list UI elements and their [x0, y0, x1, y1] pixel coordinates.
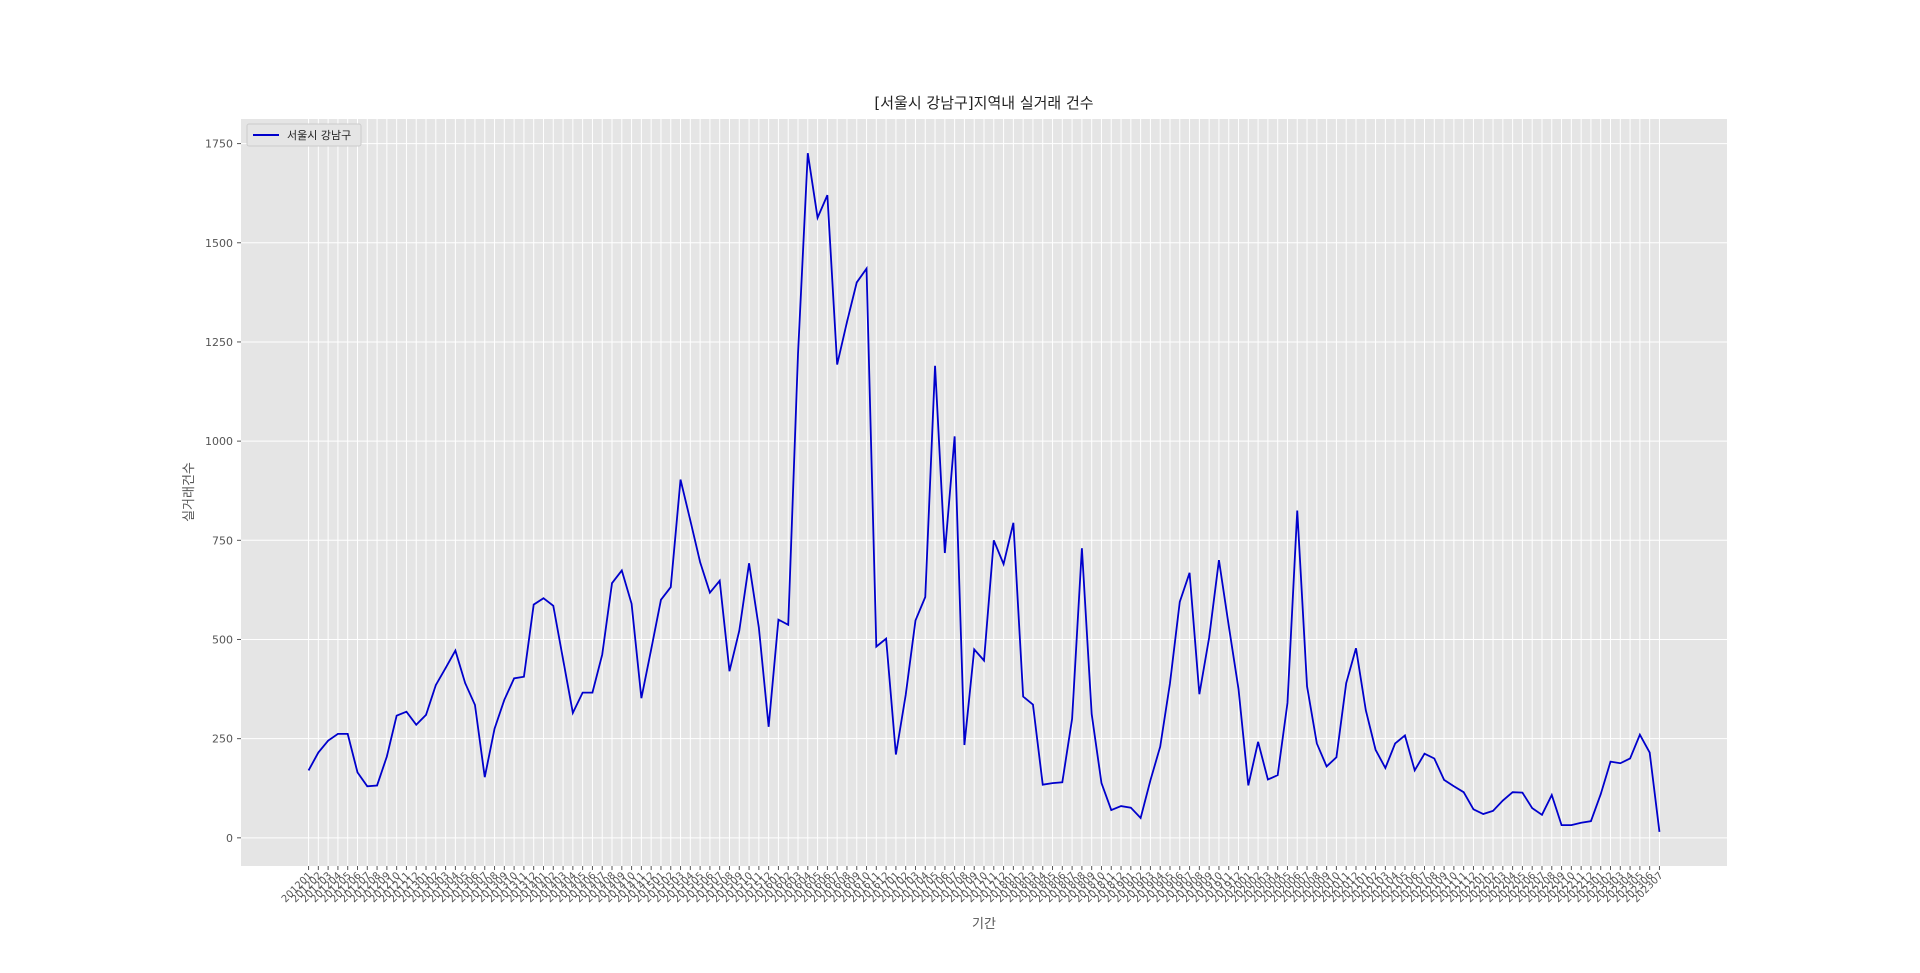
y-axis-label: 실거래건수	[182, 462, 197, 522]
y-tick-label: 750	[212, 534, 233, 547]
x-axis-label: 기간	[972, 917, 996, 932]
y-tick-label: 0	[226, 832, 233, 845]
y-tick-label: 1500	[205, 237, 233, 250]
legend: 서울시 강남구	[246, 123, 362, 147]
chart-title: [서울시 강남구]지역내 실거래 건수	[874, 94, 1093, 112]
y-tick-label: 500	[212, 633, 233, 646]
grid	[241, 119, 1727, 866]
line	[307, 152, 1661, 832]
y-tick-label: 1000	[205, 435, 233, 448]
ticks: 0250500750100012501500175020120120120220…	[205, 138, 1666, 906]
lines	[307, 152, 1661, 832]
y-tick-label: 1750	[205, 138, 233, 151]
legend-label: 서울시 강남구	[287, 129, 351, 142]
y-tick-label: 1250	[205, 336, 233, 349]
y-tick-label: 250	[212, 733, 233, 746]
legend-box	[246, 123, 362, 147]
